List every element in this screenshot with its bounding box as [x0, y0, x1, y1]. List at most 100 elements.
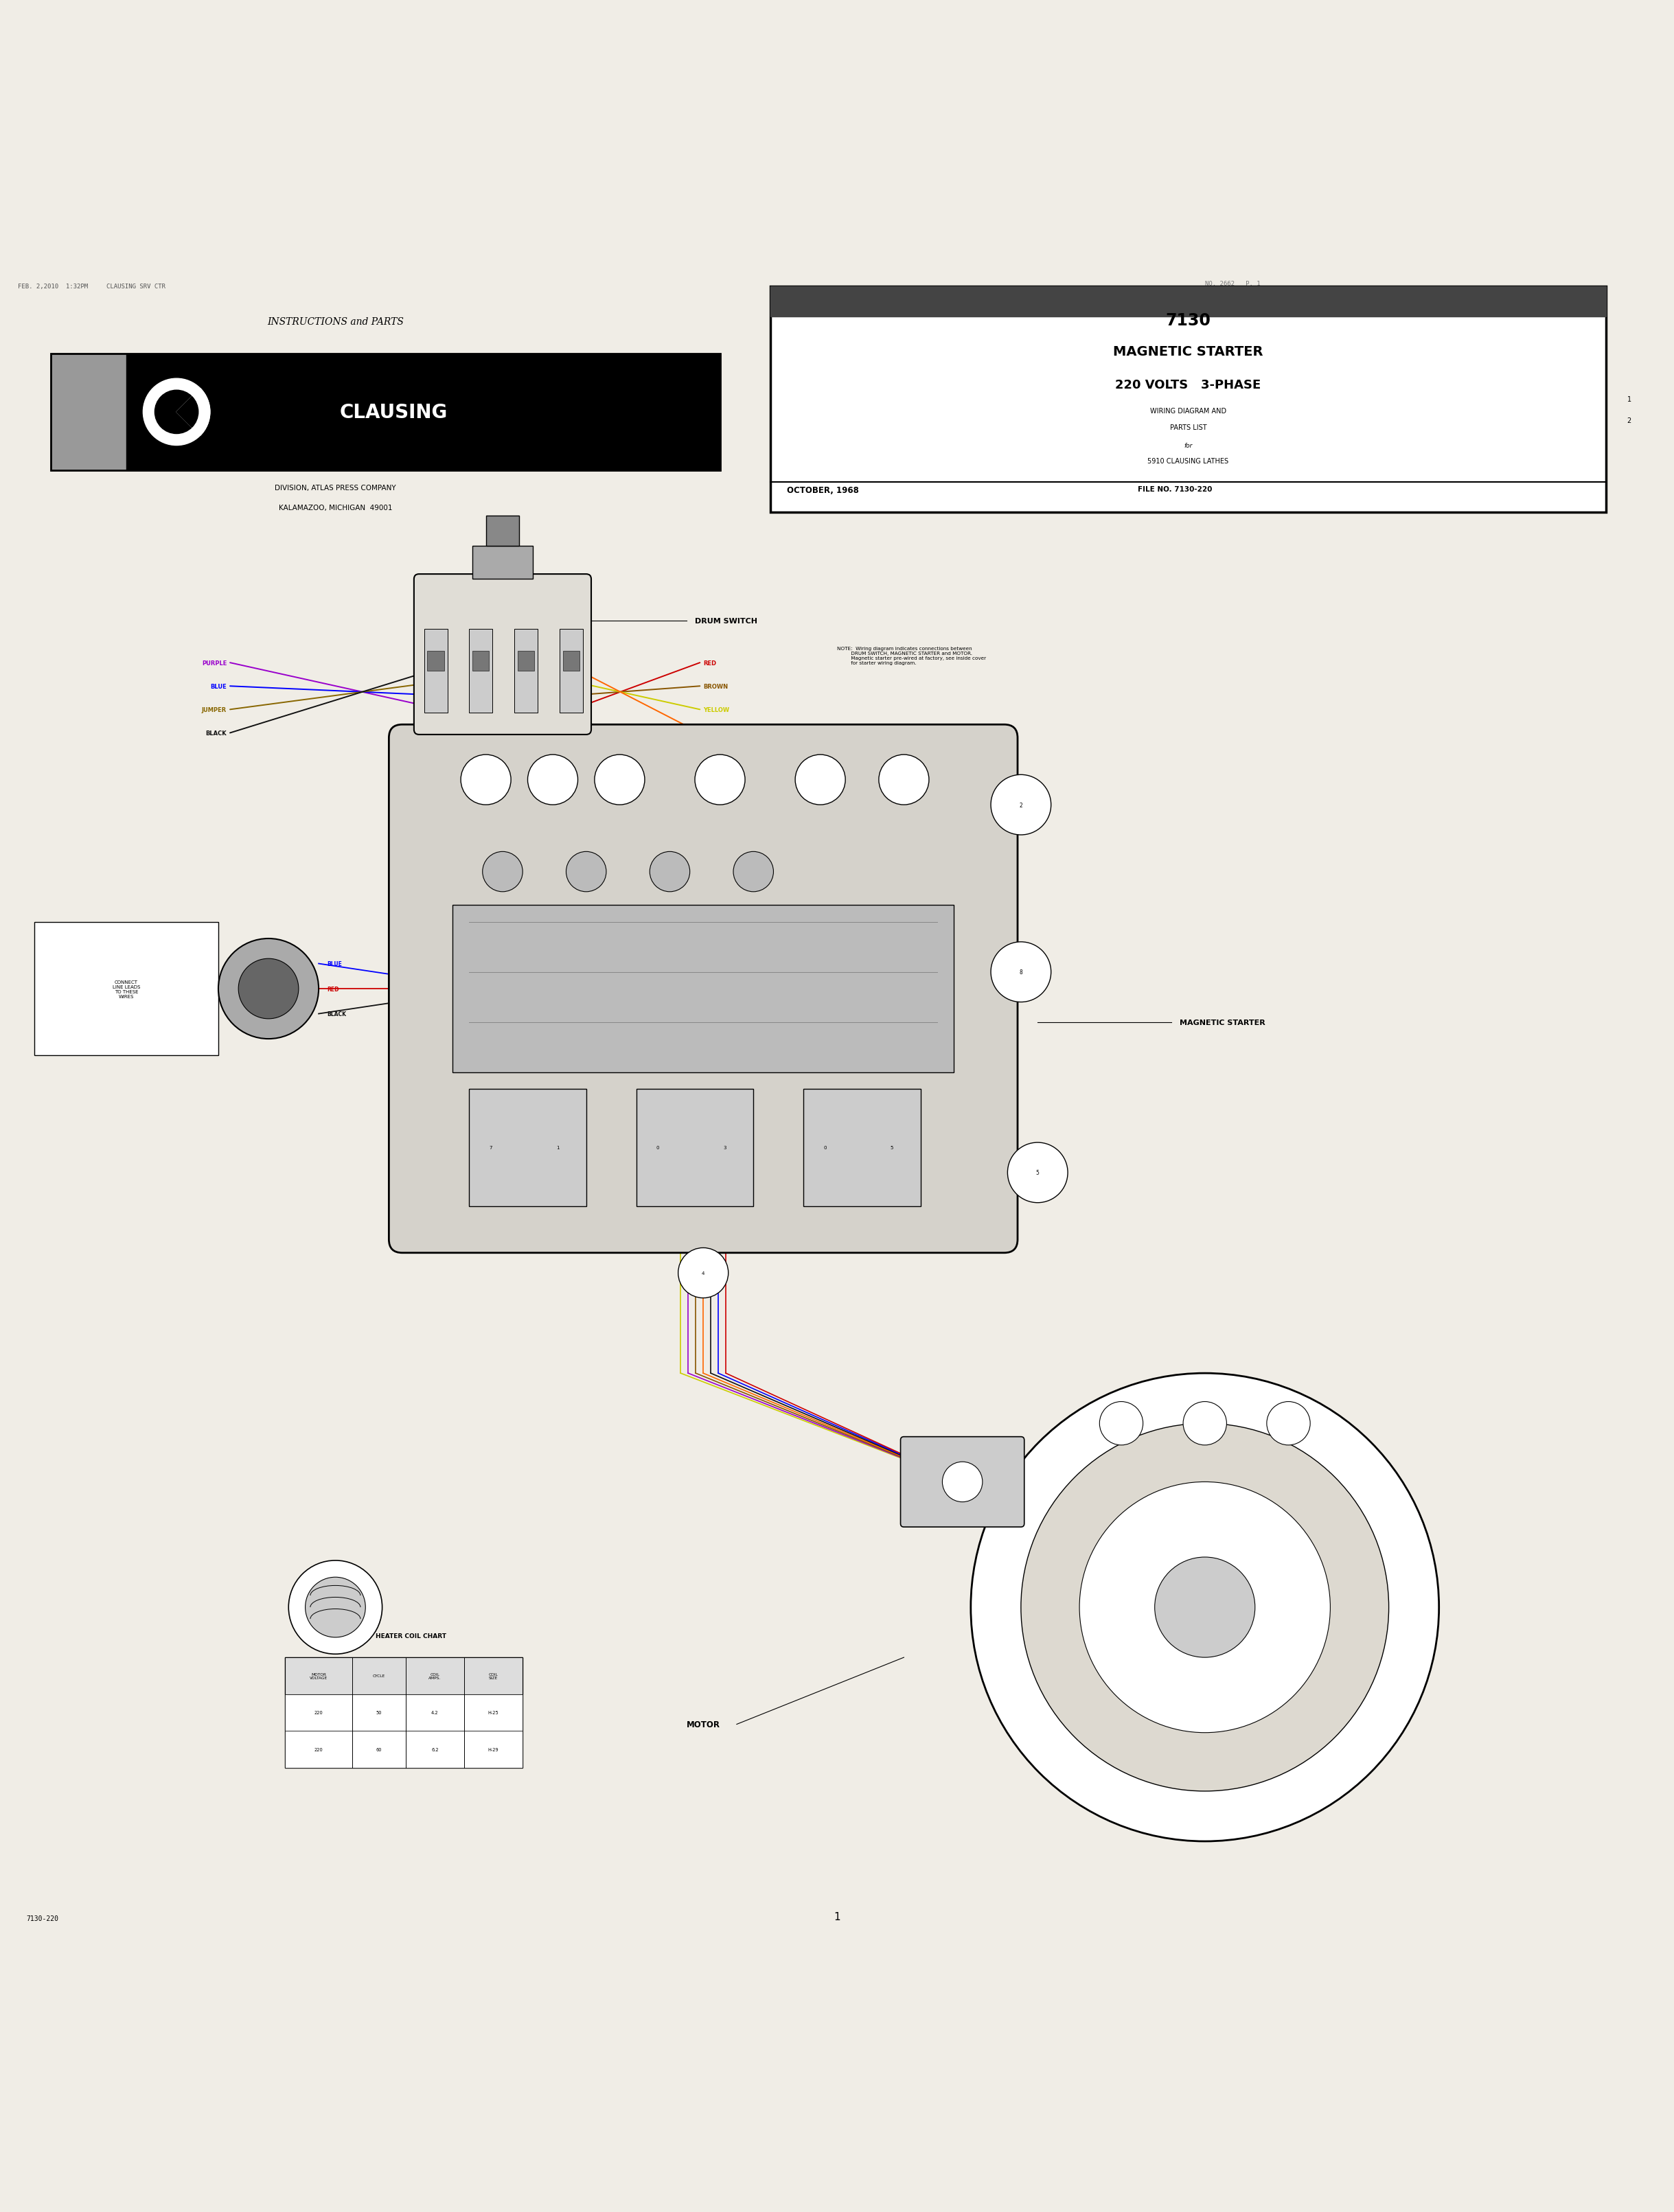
Text: COIL
AMPS.: COIL AMPS. — [429, 1672, 442, 1679]
Text: H-29: H-29 — [489, 1747, 499, 1752]
Bar — [126, 354, 720, 471]
Text: CYCLE: CYCLE — [373, 1674, 385, 1677]
Text: COIL
SIZE: COIL SIZE — [489, 1672, 499, 1679]
Text: ORANGE: ORANGE — [703, 730, 730, 737]
FancyBboxPatch shape — [901, 1438, 1024, 1526]
Text: INSTRUCTIONS and PARTS: INSTRUCTIONS and PARTS — [268, 316, 403, 327]
Circle shape — [879, 754, 929, 805]
Text: BLACK: BLACK — [326, 1011, 347, 1018]
Text: 220 VOLTS   3-PHASE: 220 VOLTS 3-PHASE — [1115, 378, 1261, 392]
Bar — [804, 1088, 921, 1206]
Text: 6.2: 6.2 — [432, 1747, 439, 1752]
Text: BROWN: BROWN — [703, 684, 728, 690]
Bar — [52, 354, 720, 471]
Text: H-25: H-25 — [489, 1710, 499, 1714]
Circle shape — [1021, 1425, 1389, 1792]
Circle shape — [942, 1462, 983, 1502]
Text: CONNECT
LINE LEADS
TO THESE
WIRES: CONNECT LINE LEADS TO THESE WIRES — [112, 980, 141, 998]
Circle shape — [991, 774, 1051, 836]
Text: BLACK: BLACK — [894, 774, 914, 781]
Bar — [52, 354, 126, 471]
Text: 5: 5 — [1036, 1170, 1040, 1177]
Circle shape — [678, 1248, 728, 1298]
Text: PARTS LIST: PARTS LIST — [1170, 425, 1207, 431]
Text: RED: RED — [703, 659, 716, 666]
Circle shape — [1267, 1402, 1311, 1444]
Bar — [770, 288, 1605, 316]
Circle shape — [594, 754, 644, 805]
Circle shape — [1080, 1482, 1331, 1732]
Bar — [285, 1694, 522, 1732]
Circle shape — [1100, 1402, 1143, 1444]
Text: 220: 220 — [315, 1747, 323, 1752]
Circle shape — [154, 392, 198, 434]
Bar — [770, 288, 1605, 513]
Text: BLACK: BLACK — [206, 730, 226, 737]
Bar — [452, 905, 954, 1073]
Bar — [472, 650, 489, 672]
Text: MOTOR: MOTOR — [686, 1721, 720, 1730]
Text: WIRING DIAGRAM AND: WIRING DIAGRAM AND — [1150, 407, 1227, 414]
Text: BLUE: BLUE — [326, 960, 341, 967]
Circle shape — [218, 938, 318, 1040]
FancyBboxPatch shape — [413, 575, 591, 734]
Text: FEB. 2,2010  1:32PM     CLAUSING SRV CTR: FEB. 2,2010 1:32PM CLAUSING SRV CTR — [18, 283, 166, 290]
Bar — [35, 922, 218, 1055]
Circle shape — [1155, 1557, 1256, 1657]
Circle shape — [288, 1562, 382, 1655]
Text: for: for — [1184, 442, 1192, 449]
Bar — [636, 1088, 753, 1206]
Text: NO. 2662   P. 1: NO. 2662 P. 1 — [1205, 281, 1261, 288]
Text: CLAUSING: CLAUSING — [340, 403, 449, 422]
Text: 1: 1 — [834, 1911, 840, 1922]
Bar — [517, 650, 534, 672]
Wedge shape — [176, 389, 209, 436]
FancyBboxPatch shape — [388, 726, 1018, 1252]
Text: MAGNETIC STARTER: MAGNETIC STARTER — [1180, 1020, 1266, 1026]
Bar — [514, 630, 537, 712]
Circle shape — [795, 754, 845, 805]
Text: 2: 2 — [1627, 418, 1630, 425]
Text: HEATER COIL CHART: HEATER COIL CHART — [375, 1632, 445, 1639]
Text: DIVISION, ATLAS PRESS COMPANY: DIVISION, ATLAS PRESS COMPANY — [275, 484, 397, 491]
Text: RED: RED — [326, 987, 340, 993]
Text: FILE NO. 7130-220: FILE NO. 7130-220 — [1138, 487, 1212, 493]
Text: MOTOR
VOLTAGE: MOTOR VOLTAGE — [310, 1672, 328, 1679]
Bar — [285, 1732, 522, 1767]
Wedge shape — [176, 396, 198, 427]
Circle shape — [129, 365, 223, 460]
Text: 5910 CLAUSING LATHES: 5910 CLAUSING LATHES — [1148, 458, 1229, 465]
Circle shape — [460, 754, 511, 805]
Text: 220: 220 — [315, 1710, 323, 1714]
Text: 7: 7 — [489, 1146, 492, 1150]
Bar — [562, 650, 579, 672]
Bar — [469, 630, 492, 712]
Text: 4.2: 4.2 — [432, 1710, 439, 1714]
Text: 7130-220: 7130-220 — [27, 1916, 59, 1922]
Circle shape — [733, 852, 773, 891]
Circle shape — [482, 852, 522, 891]
Text: 50: 50 — [377, 1710, 382, 1714]
Text: 0: 0 — [656, 1146, 660, 1150]
Circle shape — [991, 942, 1051, 1002]
Text: OCTOBER, 1968: OCTOBER, 1968 — [787, 487, 859, 495]
Text: PURPLE: PURPLE — [658, 750, 683, 754]
Text: YELLOW: YELLOW — [703, 708, 730, 712]
Bar — [472, 546, 532, 580]
Circle shape — [142, 378, 209, 447]
Text: 3: 3 — [723, 1146, 727, 1150]
Text: MAGNETIC STARTER: MAGNETIC STARTER — [1113, 345, 1264, 358]
Text: 7130: 7130 — [1165, 312, 1210, 330]
Text: 1: 1 — [1627, 396, 1630, 403]
Bar — [469, 1088, 586, 1206]
Circle shape — [1184, 1402, 1227, 1444]
Bar — [285, 1657, 522, 1694]
Circle shape — [971, 1374, 1440, 1840]
Text: 4: 4 — [701, 1272, 705, 1274]
Bar — [427, 650, 444, 672]
Text: JUMPER: JUMPER — [203, 708, 226, 712]
Text: BLUE: BLUE — [211, 684, 226, 690]
Circle shape — [566, 852, 606, 891]
Circle shape — [238, 960, 298, 1020]
Text: PURPLE: PURPLE — [201, 659, 226, 666]
